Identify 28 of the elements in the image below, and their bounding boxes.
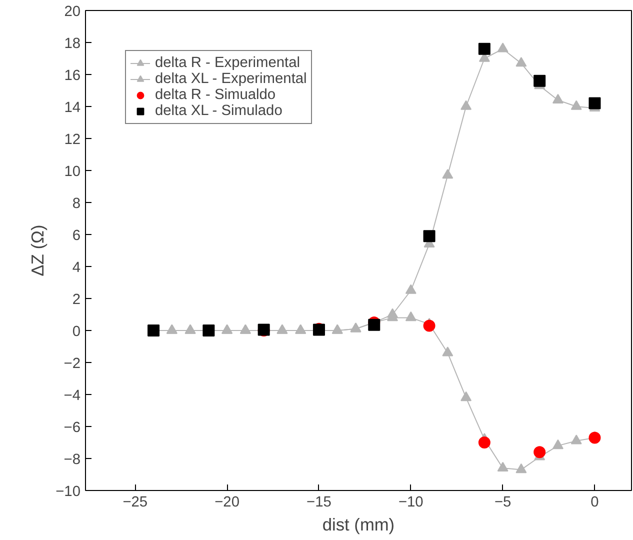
- legend-label: delta XL - Simulado: [155, 103, 282, 119]
- x-tick-label: −20: [214, 494, 240, 510]
- y-tick-label: −10: [56, 484, 81, 500]
- x-tick-label: −10: [398, 494, 424, 510]
- y-tick-label: 6: [72, 228, 81, 244]
- y-tick-label: 12: [64, 132, 81, 148]
- y-tick-label: −4: [64, 388, 81, 404]
- x-tick-label: 0: [590, 494, 599, 510]
- y-tick-label: 2: [72, 292, 81, 308]
- y-tick-label: −2: [64, 356, 81, 372]
- y-tick-label: 8: [72, 196, 81, 212]
- y-tick-label: 4: [72, 260, 81, 276]
- x-axis-title: dist (mm): [322, 514, 395, 534]
- y-tick-label: 16: [64, 68, 81, 84]
- y-tick-label: 20: [64, 4, 81, 20]
- legend-label: delta R - Experimental: [155, 55, 300, 71]
- x-tick-label: −15: [306, 494, 332, 510]
- y-tick-label: 10: [64, 164, 81, 180]
- x-tick-label: −25: [122, 494, 148, 510]
- y-axis-title: ΔZ (Ω): [28, 224, 48, 276]
- y-tick-label: −6: [64, 420, 81, 436]
- y-tick-label: 14: [64, 100, 81, 116]
- x-tick-label: −5: [494, 494, 512, 510]
- y-tick-label: 18: [64, 36, 81, 52]
- y-tick-label: 0: [72, 324, 81, 340]
- y-tick-label: −8: [64, 452, 81, 468]
- legend-label: delta XL - Experimental: [155, 71, 307, 87]
- legend-label: delta R - Simualdo: [155, 87, 276, 103]
